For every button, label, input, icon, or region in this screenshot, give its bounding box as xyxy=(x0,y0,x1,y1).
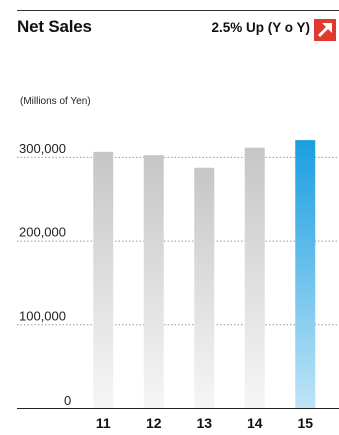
unit-label: (Millions of Yen) xyxy=(20,96,91,107)
x-tick-label: 11 xyxy=(96,415,111,431)
y-tick-label: 300,000 xyxy=(19,141,66,156)
bar-15 xyxy=(295,140,316,408)
bar-14 xyxy=(244,147,265,409)
x-tick-label: 13 xyxy=(196,415,212,431)
arrow-up-right-icon xyxy=(314,19,336,41)
top-rule xyxy=(17,10,339,11)
chart-title: Net Sales xyxy=(17,17,92,36)
bar-11 xyxy=(93,151,114,408)
y-tick-label: 200,000 xyxy=(19,225,66,240)
growth-indicator: 2.5% Up (Y o Y) xyxy=(211,20,310,35)
x-tick-label: 14 xyxy=(247,415,263,431)
bar-13 xyxy=(194,167,215,408)
bar-12 xyxy=(143,155,164,408)
x-tick-label: 15 xyxy=(297,415,313,431)
y-tick-label: 0 xyxy=(64,393,71,408)
x-tick-label: 12 xyxy=(146,415,162,431)
y-tick-label: 100,000 xyxy=(19,308,66,323)
